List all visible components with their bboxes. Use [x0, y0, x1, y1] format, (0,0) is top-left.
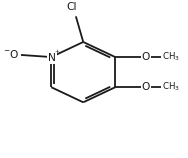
- Text: O: O: [142, 82, 150, 92]
- Text: O: O: [142, 52, 150, 62]
- Text: CH$_3$: CH$_3$: [162, 51, 180, 63]
- Text: $^{+}$: $^{+}$: [54, 49, 60, 58]
- Text: N: N: [48, 53, 56, 63]
- Text: $^{-}$O: $^{-}$O: [3, 48, 20, 60]
- Text: CH$_3$: CH$_3$: [162, 81, 180, 94]
- Text: Cl: Cl: [66, 2, 77, 12]
